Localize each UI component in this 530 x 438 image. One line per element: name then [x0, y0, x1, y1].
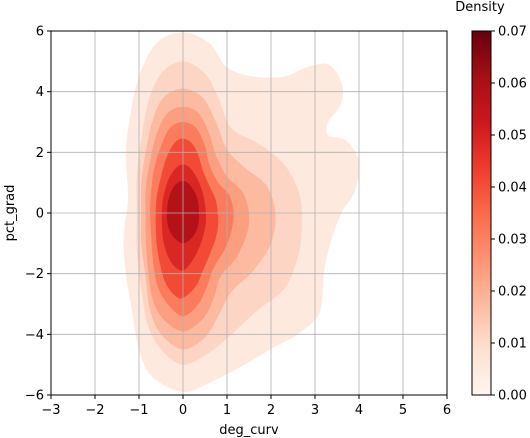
- density-contours: [123, 32, 360, 393]
- colorbar: 0.00 0.01 0.02 0.03 0.04 0.05 0.06 0.07 Density: [455, 0, 527, 404]
- colorbar-ticks: 0.00 0.01 0.02 0.03 0.04 0.05 0.06 0.07: [491, 25, 527, 404]
- y-tick-label: 4: [36, 85, 44, 100]
- y-tick-label: −2: [25, 267, 44, 282]
- y-tick-label: 0: [36, 207, 44, 222]
- colorbar-tick-label: 0.00: [498, 389, 527, 404]
- x-tick-label: 2: [267, 403, 275, 418]
- x-tick-label: 1: [223, 403, 231, 418]
- colorbar-label: Density: [455, 0, 505, 15]
- colorbar-tick-label: 0.04: [498, 181, 527, 196]
- y-axis-label: pct_grad: [3, 185, 18, 242]
- x-tick-label: 3: [311, 403, 319, 418]
- x-tick-label: 4: [355, 403, 363, 418]
- x-axis-ticks: −3 −2 −1 0 1 2 3 4 5 6: [41, 395, 451, 418]
- x-tick-label: −1: [129, 403, 148, 418]
- x-tick-label: 0: [179, 403, 187, 418]
- colorbar-tick-label: 0.01: [498, 337, 527, 352]
- colorbar-tick-label: 0.06: [498, 77, 527, 92]
- y-tick-label: 6: [36, 25, 44, 40]
- x-tick-label: −2: [85, 403, 104, 418]
- y-tick-label: −6: [25, 389, 44, 404]
- x-tick-label: 5: [399, 403, 407, 418]
- x-tick-label: −3: [41, 403, 60, 418]
- x-tick-label: 6: [443, 403, 451, 418]
- colorbar-tick-label: 0.07: [498, 25, 527, 40]
- x-axis-label: deg_curv: [219, 423, 279, 438]
- y-tick-label: −4: [25, 328, 44, 343]
- y-axis-ticks: −6 −4 −2 0 2 4 6: [25, 25, 51, 404]
- colorbar-tick-label: 0.02: [498, 285, 527, 300]
- colorbar-gradient-bar: [471, 30, 492, 396]
- colorbar-tick-label: 0.03: [498, 233, 527, 248]
- y-tick-label: 2: [36, 146, 44, 161]
- colorbar-tick-label: 0.05: [498, 129, 527, 144]
